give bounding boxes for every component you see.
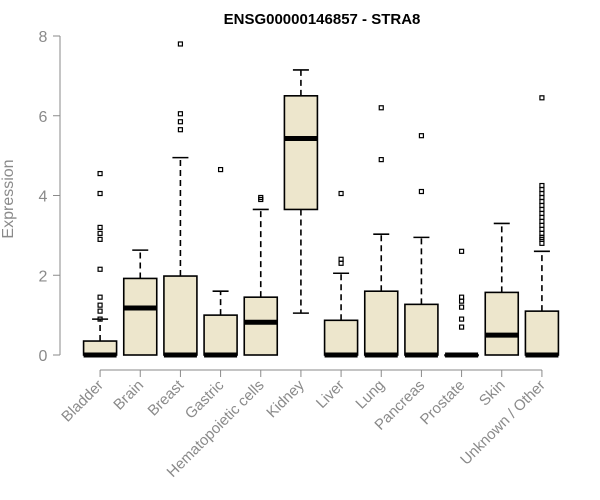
box <box>363 290 399 356</box>
box <box>243 296 279 356</box>
y-tick-label: 2 <box>39 268 48 285</box>
outlier-point <box>378 105 384 111</box>
outlier-point <box>258 194 264 201</box>
outlier-point <box>458 316 465 322</box>
chart-title: ENSG00000146857 - STRA8 <box>224 11 421 28</box>
y-tick-label: 0 <box>39 348 48 365</box>
outlier-point <box>338 256 344 262</box>
box-group-liver <box>323 190 359 358</box>
outlier-point <box>177 127 184 133</box>
outlier-point <box>97 230 103 236</box>
outlier-point <box>539 182 545 189</box>
box-group-brain <box>122 249 158 356</box>
box-group-gastric <box>203 166 238 358</box>
y-tick-label: 8 <box>39 29 48 46</box>
outlier-point <box>97 266 103 272</box>
box-group-kidney <box>283 69 319 314</box>
outlier-point <box>338 190 344 197</box>
box <box>323 319 359 356</box>
outlier-point <box>97 302 103 308</box>
outlier-point <box>97 316 103 322</box>
outlier-point <box>97 236 103 242</box>
box-group-pancreas <box>404 133 439 358</box>
x-tick-label: Skin <box>476 377 509 410</box>
box <box>163 275 198 356</box>
outlier-point <box>97 190 103 197</box>
box <box>122 277 158 356</box>
y-tick-label: 6 <box>39 109 48 126</box>
outlier-point <box>539 95 545 101</box>
x-tick-label: Breast <box>145 376 188 419</box>
y-axis-label: Expression <box>0 159 17 238</box>
outlier-point <box>418 188 425 195</box>
x-tick-label: Bladder <box>58 377 107 426</box>
box <box>404 303 439 356</box>
outlier-point <box>97 224 103 230</box>
box <box>484 291 520 356</box>
outlier-point <box>97 170 103 177</box>
outlier-point <box>97 294 103 300</box>
outlier-point <box>97 308 103 314</box>
outlier-point <box>458 248 465 254</box>
x-tick-label: Liver <box>313 377 348 412</box>
y-tick-label: 4 <box>39 189 48 206</box>
box-group-skin <box>484 222 520 356</box>
outlier-point <box>217 166 224 173</box>
outlier-point <box>177 119 184 125</box>
outlier-point <box>177 41 184 47</box>
box-group-hematopoietic-cells <box>243 194 279 356</box>
box-group-unknown-other <box>524 95 560 358</box>
outlier-point <box>378 157 384 163</box>
x-tick-label: Lung <box>352 377 388 413</box>
box <box>524 310 560 356</box>
x-tick-label: Kidney <box>263 376 308 421</box>
box-group-lung <box>363 105 399 358</box>
outlier-point <box>177 111 184 117</box>
outlier-point <box>458 304 465 310</box>
x-tick-label: Prostate <box>417 377 469 429</box>
x-tick-label: Brain <box>110 377 147 414</box>
outlier-point <box>458 294 465 300</box>
outlier-point <box>418 133 425 139</box>
y-axis: 0 2 4 6 8 <box>39 29 61 365</box>
outlier-point <box>458 324 465 330</box>
box-group-bladder <box>82 170 118 358</box>
box-group-prostate <box>444 248 479 358</box>
boxes-layer <box>82 41 560 358</box>
box-group-breast <box>163 41 198 358</box>
box <box>203 314 238 356</box>
box <box>283 95 319 211</box>
